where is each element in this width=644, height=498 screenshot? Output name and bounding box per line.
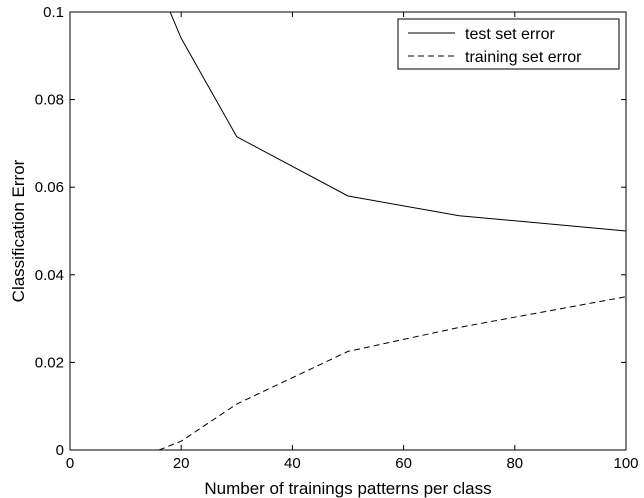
- legend-label-training-set-error: training set error: [465, 49, 582, 66]
- plot-area: [69, 11, 627, 451]
- legend-box: [397, 18, 620, 70]
- y-tick-label: 0.06: [35, 179, 64, 196]
- series-lines: [158, 11, 627, 451]
- x-tick-label: 60: [395, 455, 412, 472]
- y-axis-ticks: [70, 11, 626, 451]
- x-axis-title: Number of trainings patterns per class: [204, 479, 491, 498]
- x-tick-label: 100: [613, 455, 638, 472]
- x-tick-label: 80: [506, 455, 523, 472]
- y-tick-label: 0.04: [35, 267, 64, 284]
- x-tick-label: 20: [173, 455, 190, 472]
- series-line-test-set-error: [169, 11, 627, 232]
- series-line-training-set-error: [158, 296, 627, 451]
- x-axis-tick-labels: 0 20 40 60 80 100: [66, 455, 639, 472]
- y-axis-title: Classification Error: [9, 159, 28, 302]
- legend-label-test-set-error: test set error: [465, 26, 555, 43]
- x-axis-ticks: [69, 12, 627, 450]
- y-axis-tick-labels: 0 0.02 0.04 0.06 0.08 0.1: [35, 4, 64, 459]
- x-tick-label: 40: [284, 455, 301, 472]
- legend: test set error training set error: [397, 18, 620, 70]
- y-tick-label: 0: [56, 442, 64, 459]
- y-tick-label: 0.1: [43, 4, 64, 21]
- y-tick-label: 0.02: [35, 354, 64, 371]
- x-tick-label: 0: [66, 455, 74, 472]
- y-tick-label: 0.08: [35, 92, 64, 109]
